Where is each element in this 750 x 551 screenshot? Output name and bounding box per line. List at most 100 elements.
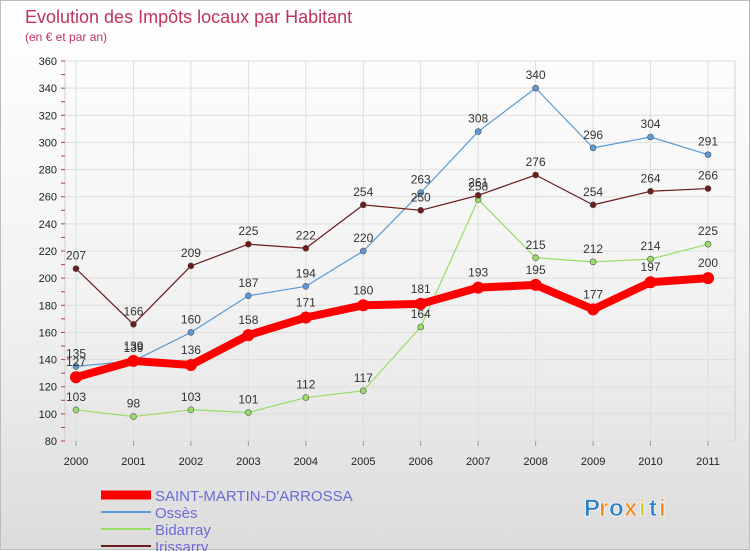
data-label: 195 xyxy=(526,263,546,277)
data-point xyxy=(474,192,482,199)
data-point xyxy=(472,281,485,294)
data-point xyxy=(72,406,80,414)
x-tick-label: 2008 xyxy=(523,456,547,468)
data-point xyxy=(532,171,539,179)
y-tick-label: 260 xyxy=(39,192,57,204)
data-label: 127 xyxy=(66,355,86,369)
x-tick-label: 2010 xyxy=(638,456,662,468)
data-point xyxy=(644,276,657,289)
data-label: 207 xyxy=(66,249,86,263)
data-label: 225 xyxy=(698,224,718,238)
data-point xyxy=(187,406,195,414)
data-label: 209 xyxy=(181,246,201,260)
y-tick-label: 100 xyxy=(39,409,57,421)
data-point xyxy=(302,394,310,401)
y-tick-label: 160 xyxy=(39,327,57,339)
data-point xyxy=(414,297,427,310)
chart-subtitle: (en € et par an) xyxy=(25,30,107,44)
data-label: 250 xyxy=(411,190,431,204)
data-label: 164 xyxy=(411,307,431,321)
logo-letter: o xyxy=(609,495,624,522)
data-point xyxy=(130,413,137,420)
data-label: 139 xyxy=(123,339,143,353)
data-label: 136 xyxy=(181,343,201,357)
data-point xyxy=(357,299,370,312)
data-point xyxy=(130,320,137,328)
data-labels: 135 139 160 187 194 220 263 308 340 296 304 291 103 9… xyxy=(66,68,718,410)
data-label: 225 xyxy=(238,224,258,238)
data-point xyxy=(474,128,482,135)
data-point xyxy=(245,292,252,300)
data-point xyxy=(702,272,714,285)
data-point xyxy=(72,265,80,272)
legend-label: Ossès xyxy=(155,505,198,522)
legend-label: SAINT-MARTIN-D'ARROSSA xyxy=(155,488,353,505)
series-line xyxy=(72,274,712,382)
data-label: 139 xyxy=(123,341,143,355)
data-point xyxy=(529,278,542,291)
data-label: 177 xyxy=(583,287,603,301)
data-point xyxy=(184,359,197,371)
series-line xyxy=(75,198,709,418)
data-label: 263 xyxy=(411,173,431,187)
data-point xyxy=(589,201,597,209)
data-point xyxy=(70,371,82,384)
x-tick-label: 2001 xyxy=(121,456,145,468)
data-label: 266 xyxy=(698,169,718,183)
data-point xyxy=(242,329,255,342)
data-point xyxy=(647,255,654,263)
data-label: 258 xyxy=(468,179,488,193)
logo-letter: i xyxy=(659,495,666,522)
data-point xyxy=(417,206,425,214)
data-label: 112 xyxy=(296,378,315,392)
data-label: 193 xyxy=(468,266,488,280)
x-tick-label: 2006 xyxy=(408,456,432,468)
legend: SAINT-MARTIN-D'ARROSSAOssèsBidarrayIriss… xyxy=(101,488,353,551)
data-point xyxy=(417,189,425,196)
grid xyxy=(64,60,736,442)
data-label: 254 xyxy=(353,185,373,199)
data-label: 180 xyxy=(353,283,373,297)
data-point xyxy=(647,133,654,141)
data-label: 220 xyxy=(353,231,373,245)
data-label: 101 xyxy=(238,393,258,407)
x-tick-label: 2009 xyxy=(581,456,605,468)
data-label: 264 xyxy=(641,171,661,185)
data-label: 158 xyxy=(238,313,258,327)
series-line xyxy=(75,174,709,325)
data-point xyxy=(417,323,425,331)
y-tick-label: 320 xyxy=(39,110,57,122)
y-tick-label: 240 xyxy=(39,219,57,231)
data-point xyxy=(532,84,539,92)
data-point xyxy=(589,258,597,266)
data-label: 291 xyxy=(698,135,718,149)
data-label: 276 xyxy=(526,155,546,169)
data-label: 160 xyxy=(181,312,201,326)
data-point xyxy=(587,303,600,316)
data-point xyxy=(704,185,712,192)
data-point xyxy=(532,254,539,262)
data-label: 215 xyxy=(526,238,546,252)
legend-label: Bidarray xyxy=(155,522,211,539)
data-label: 304 xyxy=(641,117,661,131)
data-label: 308 xyxy=(468,112,488,126)
data-label: 222 xyxy=(296,228,316,242)
y-tick-label: 180 xyxy=(39,300,57,312)
axes: 80 100 120 140 160 180 200 220 240 260 280 300 320 34… xyxy=(39,56,720,468)
data-point xyxy=(359,387,367,395)
y-tick-label: 200 xyxy=(39,273,57,285)
data-point xyxy=(127,354,140,367)
logo-letter: x xyxy=(624,495,638,522)
legend-label: Irissarry xyxy=(155,539,209,551)
data-label: 187 xyxy=(238,276,258,290)
y-tick-label: 360 xyxy=(39,56,57,68)
chart-title: Evolution des Impôts locaux par Habitant xyxy=(25,7,352,27)
proxiti-logo: Pr o x i t i xyxy=(584,495,666,523)
data-label: 103 xyxy=(181,390,201,404)
y-tick-label: 220 xyxy=(39,246,57,258)
data-label: 117 xyxy=(354,371,373,385)
logo-letter: t xyxy=(649,495,657,522)
data-label: 166 xyxy=(123,304,143,318)
data-point xyxy=(299,311,312,324)
data-label: 200 xyxy=(698,256,718,270)
